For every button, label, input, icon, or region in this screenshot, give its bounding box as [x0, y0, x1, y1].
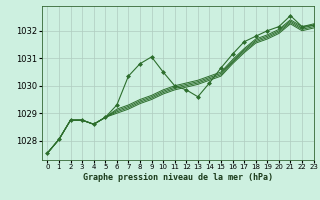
- X-axis label: Graphe pression niveau de la mer (hPa): Graphe pression niveau de la mer (hPa): [83, 173, 273, 182]
